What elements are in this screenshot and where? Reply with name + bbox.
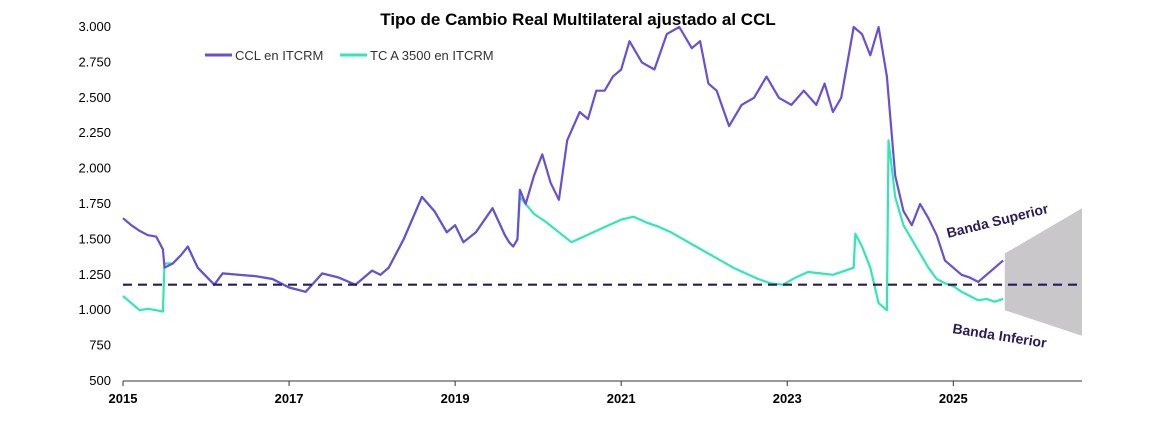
band-upper-label: Banda Superior [945,200,1051,241]
y-tick-label: 3.000 [78,19,111,34]
x-tick-label: 2025 [939,391,968,406]
x-tick-label: 2015 [109,391,138,406]
y-tick-label: 1.500 [78,231,111,246]
legend-label-ccl: CCL en ITCRM [235,48,323,63]
y-tick-label: 2.250 [78,125,111,140]
series-line-ccl [122,25,1004,293]
y-tick-label: 1.250 [78,267,111,282]
x-tick-label: 2019 [441,391,470,406]
y-tick-label: 2.500 [78,90,111,105]
legend: CCL en ITCRM TC A 3500 en ITCRM [205,48,494,63]
x-tick-label: 2021 [607,391,636,406]
chart-title: Tipo de Cambio Real Multilateral ajustad… [380,10,775,29]
legend-label-tc3500: TC A 3500 en ITCRM [370,48,494,63]
projection-band [1004,208,1082,336]
y-tick-label: 750 [89,338,111,353]
x-tick-label: 2017 [275,391,304,406]
y-tick-label: 2.750 [78,54,111,69]
y-tick-label: 1.750 [78,196,111,211]
x-tick-label: 2023 [773,391,802,406]
y-axis: 500 750 1.000 1.250 1.500 1.750 2.000 2.250 2.50… [78,19,111,388]
band-lower-label: Banda Inferior [952,320,1049,351]
y-tick-label: 500 [89,373,111,388]
y-tick-label: 1.000 [78,302,111,317]
x-axis: 2015 2017 2019 2021 2023 2025 [109,380,1082,406]
y-tick-label: 2.000 [78,161,111,176]
band-layer [1004,208,1082,336]
series-layer [122,25,1004,313]
